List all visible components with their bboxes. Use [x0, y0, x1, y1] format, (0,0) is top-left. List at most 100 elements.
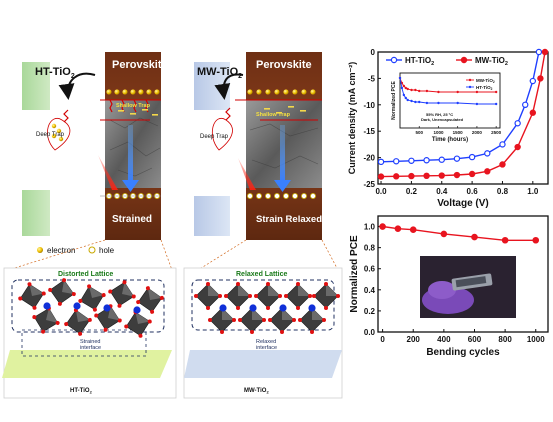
left-tio2-band-top [22, 62, 50, 110]
a-site-cation [103, 304, 111, 312]
flexible-device-photo [420, 256, 516, 318]
inset-series-point [418, 100, 421, 104]
inset-series-point [425, 101, 429, 105]
inset-series-point [402, 93, 406, 97]
left-device-panel: HT-TiO2 Perovskite Deep Trap Shallow Tra… [22, 52, 168, 240]
left-lattice-outline [11, 279, 165, 333]
a-site-cation [308, 304, 316, 312]
octahedron [64, 308, 92, 336]
left-red-beam [98, 155, 118, 190]
bending-series-point [394, 225, 402, 232]
inset-xtick-label: 1500 [453, 130, 464, 135]
left-tio2-band-bottom [22, 190, 50, 236]
electron-legend-label: electron [47, 246, 75, 255]
inset-xtick-label: 500 [415, 130, 423, 135]
inset-legend-marker [468, 85, 472, 89]
jv-series-point [393, 158, 400, 165]
bending-ytick-label: 0.8 [364, 244, 376, 253]
inset-annotation-1: 55% RH, 25 °C [426, 112, 453, 117]
inset-annotation-2: Dark, Unencapsulated [421, 117, 464, 122]
left-substrate-label: HT-TiO2 [70, 388, 93, 395]
inset-series-point [400, 86, 404, 90]
jv-series-point [408, 157, 415, 164]
jv-series-point [453, 155, 461, 162]
left-blue-beam [128, 125, 133, 180]
jv-chart: 0.0 0.2 0.4 0.6 0.8 1.0 0 -5 -10 -15 -20 -25 Voltage… [347, 48, 549, 209]
left-interface-label-2: interface [80, 345, 101, 351]
jv-series-point [468, 153, 476, 161]
bending-ytick-label: 0.0 [364, 328, 376, 337]
jv-series-point [468, 170, 476, 178]
middle-curved-arrow [214, 73, 244, 100]
inset-series-point [406, 98, 409, 102]
a-site-cation [249, 304, 257, 312]
bending-series-point [409, 226, 417, 234]
octahedron [18, 282, 46, 310]
left-lattice-label: Distorted Lattice [58, 271, 113, 278]
jv-ytick-label: -25 [363, 180, 375, 189]
jv-series-point [535, 48, 543, 56]
inset-xtick-label: 1000 [433, 130, 444, 135]
jv-series-point [423, 172, 430, 180]
a-site-cation [73, 302, 81, 310]
octahedron [254, 282, 282, 310]
jv-xtick-label: 0.6 [467, 187, 479, 196]
bending-xtick-label: 400 [437, 335, 451, 344]
middle-deep-trap-shape [211, 117, 233, 151]
carrier-legend: electron hole [37, 246, 115, 255]
octahedron [78, 284, 106, 312]
bending-series-point [440, 230, 448, 238]
inset-frame [399, 72, 501, 129]
jv-series-point [393, 173, 400, 180]
jv-legend-marker [390, 56, 398, 64]
jv-xtick-label: 0.0 [375, 187, 387, 196]
jv-series-point [453, 171, 461, 179]
bending-chart: 0 200 400 600 800 1000 0.0 0.2 0.4 0.6 0.8 1.0 Bendi… [349, 215, 549, 358]
middle-tio2-band-bottom [194, 196, 230, 236]
jv-xtick-label: 0.8 [497, 187, 509, 196]
bending-ytick-label: 0.6 [364, 265, 376, 274]
octahedron [208, 306, 236, 334]
hole-legend-icon [88, 246, 96, 254]
inset-ylabel: Normalized PCE [391, 81, 397, 120]
middle-lattice-label: Relaxed Lattice [236, 271, 287, 278]
inset-series-point [456, 101, 459, 105]
middle-shallow-traps [264, 106, 306, 114]
a-site-cation [43, 302, 51, 310]
jv-series-point [499, 161, 506, 168]
middle-substrate-label: MW-TiO2 [244, 388, 269, 395]
jv-series-point [377, 173, 385, 180]
jv-series-point [514, 143, 521, 151]
inset-series-point [437, 90, 440, 94]
inset-series-point [475, 102, 479, 106]
inset-series-point [437, 101, 440, 105]
jv-series-point [408, 172, 415, 180]
left-interface-label-1: Strained [80, 339, 101, 345]
bending-xtick-label: 0 [380, 335, 385, 344]
bending-plot-frame [377, 215, 549, 333]
bending-series-line [382, 225, 536, 242]
bending-xtick-label: 800 [498, 335, 512, 344]
left-deep-trap-shape [47, 117, 71, 151]
bending-ytick-label: 1.0 [364, 223, 376, 232]
octahedron [48, 278, 76, 306]
jv-series-point [484, 168, 491, 175]
middle-state-label: Strain Relaxed [256, 214, 322, 225]
left-shallow-trap-label: Shallow Trap [116, 103, 151, 109]
jv-series-point [522, 101, 529, 109]
inset-series-point [402, 84, 406, 88]
middle-blue-beam [280, 125, 285, 180]
inset-series-point [398, 76, 402, 80]
jv-ytick-label: -15 [363, 127, 375, 136]
jv-ytick-label: -20 [363, 154, 375, 163]
middle-substrate [184, 350, 342, 378]
inset-xlabel: Time (hours) [432, 137, 468, 143]
middle-material-label: MW-TiO2 [197, 66, 242, 80]
bending-xtick-label: 600 [468, 335, 482, 344]
jv-series-point [423, 157, 430, 164]
inset-series-point [425, 89, 429, 93]
jv-series-point [537, 75, 544, 82]
inset-series-point [406, 87, 409, 91]
octahedron [284, 282, 312, 310]
left-state-label: Strained [112, 214, 152, 225]
